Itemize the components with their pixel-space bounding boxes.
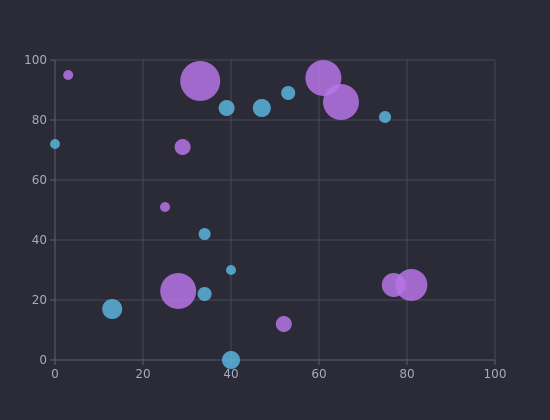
x-tick-label: 60 bbox=[311, 367, 326, 381]
x-tick-label: 20 bbox=[135, 367, 150, 381]
bubble-series1-point1 bbox=[160, 202, 170, 212]
x-tick-label: 0 bbox=[51, 367, 59, 381]
bubble-series1-point0 bbox=[63, 70, 74, 80]
y-tick-label: 0 bbox=[39, 353, 47, 367]
bubble-series0-point7 bbox=[252, 99, 271, 117]
x-tick-label: 40 bbox=[223, 367, 238, 381]
bubble-series1-point3 bbox=[174, 139, 191, 155]
bubble-series0-point5 bbox=[222, 351, 240, 369]
bubble-series0-point4 bbox=[218, 100, 235, 116]
y-tick-label: 100 bbox=[24, 53, 47, 67]
x-tick-label: 100 bbox=[484, 367, 507, 381]
tick-labels: 0 20 40 60 80 100 0 20 40 60 80 100 bbox=[24, 53, 506, 381]
bubble-series1-point7 bbox=[323, 84, 359, 120]
x-tick-label: 80 bbox=[399, 367, 414, 381]
data-points bbox=[50, 60, 428, 369]
y-tick-label: 20 bbox=[32, 293, 47, 307]
bubble-series0-point8 bbox=[281, 86, 296, 100]
bubble-series1-point9 bbox=[395, 269, 428, 301]
bubble-series0-point9 bbox=[379, 111, 391, 123]
y-tick-label: 40 bbox=[32, 233, 47, 247]
bubble-series1-point4 bbox=[180, 61, 221, 101]
bubble-series0-point1 bbox=[102, 299, 123, 319]
bubble-series1-point2 bbox=[160, 273, 197, 309]
bubble-series0-point6 bbox=[226, 265, 236, 275]
y-tick-label: 80 bbox=[32, 113, 47, 127]
grid bbox=[54, 59, 496, 361]
y-tick-label: 60 bbox=[32, 173, 47, 187]
bubble-series0-point0 bbox=[50, 139, 60, 149]
bubble-series1-point5 bbox=[275, 316, 292, 332]
axes bbox=[54, 60, 495, 361]
bubble-series0-point3 bbox=[198, 228, 211, 240]
bubble-series0-point2 bbox=[197, 287, 212, 301]
